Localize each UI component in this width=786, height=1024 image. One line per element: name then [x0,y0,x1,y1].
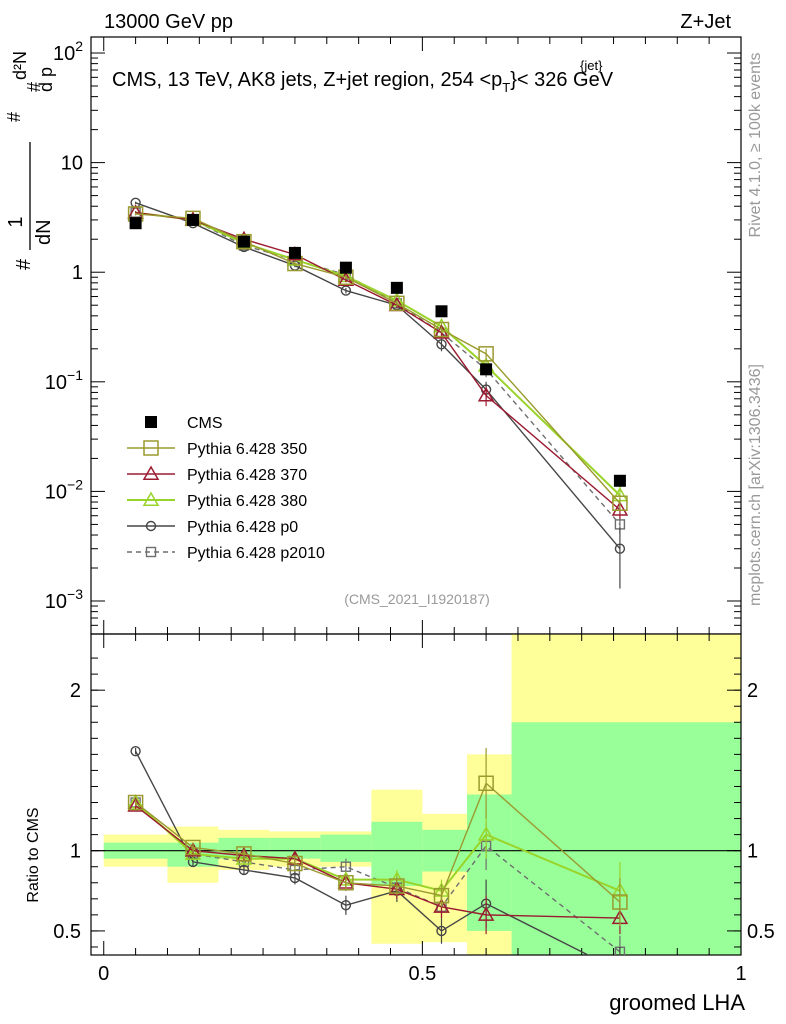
ratio-point-p0 [130,745,141,757]
legend-label-p2010: Pythia 6.428 p2010 [187,545,325,562]
ratio-point-p380 [477,826,495,841]
y-tick-label: 10−3 [45,586,83,613]
legend-label-p350: Pythia 6.428 350 [187,441,307,458]
ratio-y-tick-label-right: 0.5 [747,921,775,943]
legend-marker-p380 [142,491,160,506]
point-data [288,246,301,259]
series-line-p370 [135,211,621,511]
ratio-point-p370 [477,906,495,921]
plot-title-superscript: {jet} [580,58,603,73]
point-p0 [340,285,352,296]
ratio-point-p350 [338,875,354,891]
ratio-x-tick-label: 0 [98,963,109,985]
point-data [390,281,403,294]
legend-label-p0: Pythia 6.428 p0 [187,519,298,536]
ratio-point-p350 [433,887,450,904]
y-tick-label: 10−1 [45,367,83,394]
point-data [435,305,448,318]
point-data [237,235,250,248]
ratio-point-p0 [615,967,624,976]
svg-text:#: # [13,258,35,270]
ratio-y-tick-label: 1 [70,841,81,863]
svg-text:dN: dN [33,219,55,245]
point-p370 [477,386,495,402]
uncertainty-band-inner [511,722,741,955]
ratio-point-p350 [612,894,628,910]
point-p370 [611,501,629,516]
y-axis-label: # 1 dN # d²N # d p [4,51,56,270]
svg-text:#: # [4,112,24,122]
x-axis-label: groomed LHA [609,990,745,1015]
point-data [613,474,626,487]
analysis-id: (CMS_2021_I1920187) [344,591,490,607]
legend-marker-data [145,416,157,428]
uncertainty-band-inner [320,834,372,862]
svg-text:#: # [24,82,44,92]
ratio-ylabel: Ratio to CMS [25,807,42,902]
ratio-x-tick-label: 1 [735,963,746,985]
point-data [339,261,352,274]
point-p350 [433,321,450,338]
legend-label-data: CMS [187,415,223,432]
ratio-x-tick-label: 0.5 [408,963,436,985]
legend-marker-p350 [143,440,159,456]
point-p350 [236,233,252,250]
ratio-point-p350 [389,878,405,894]
ratio-y-tick-label-right: 2 [747,680,758,702]
ratio-point-p380 [235,850,253,865]
rivet-label: Rivet 4.1.0, ≥ 100k events [747,53,764,238]
plot-title: CMS, 13 TeV, AK8 jets, Z+jet region, 254… [112,69,614,95]
ratio-y-tick-label: 2 [70,680,81,702]
main-axes: 10−3 10−2 10−1 1 10 102 [45,36,742,635]
legend-marker-p2010 [145,546,157,558]
point-p350 [478,346,494,362]
legend-label-p370: Pythia 6.428 370 [187,467,307,484]
ratio-point-p380 [184,845,202,860]
ratio-axes: 0.5 0.51 12 20 0.5 1 [53,633,775,985]
ratio-point-p370 [433,898,450,913]
ratio-point-p370 [184,842,202,857]
ratio-line-p2010 [135,802,621,953]
legend-marker-p0 [145,520,157,532]
point-p350 [389,295,405,312]
svg-text:d²N: d²N [10,51,30,80]
svg-text:d p: d p [36,67,56,92]
header-left: 13000 GeV pp [104,11,233,33]
ratio-bands [103,634,741,955]
header-right: Z+Jet [680,11,731,33]
point-p0 [614,543,626,554]
ratio-y-tick-label-right: 1 [747,841,758,863]
mcplots-label: mcplots.cern.ch [arXiv:1306.3436] [747,364,764,606]
ratio-point-p350 [478,775,494,792]
main-series [127,197,629,589]
ratio-point-p0 [289,872,301,884]
series-line-p350 [135,213,621,504]
y-tick-label: 10 [61,153,83,175]
legend-marker-p370 [142,465,160,480]
ratio-point-p0 [238,864,250,876]
ratio-point-p350 [185,839,201,856]
point-data [480,363,493,376]
y-tick-label: 1 [72,262,83,284]
svg-text:1: 1 [5,216,27,227]
uncertainty-band-inner [269,837,321,859]
ratio-point-p0 [436,925,447,937]
ratio-point-p350 [236,846,252,862]
ratio-y-tick-label: 0.5 [53,921,81,943]
ratio-frame [90,633,742,956]
legend: CMS Pythia 6.428 350 Pythia 6.428 370 Pythi… [127,415,325,562]
y-tick-label: 102 [53,38,83,65]
legend-label-p380: Pythia 6.428 380 [187,493,307,510]
y-tick-label: 10−2 [45,476,83,503]
ratio-point-p350 [287,855,303,872]
point-p0 [436,339,447,350]
point-data [129,217,142,230]
point-p350 [612,495,628,511]
point-data [186,213,199,226]
ratio-point-p350 [127,794,144,811]
ratio-series [127,745,629,976]
ratio-point-p0 [340,900,352,911]
